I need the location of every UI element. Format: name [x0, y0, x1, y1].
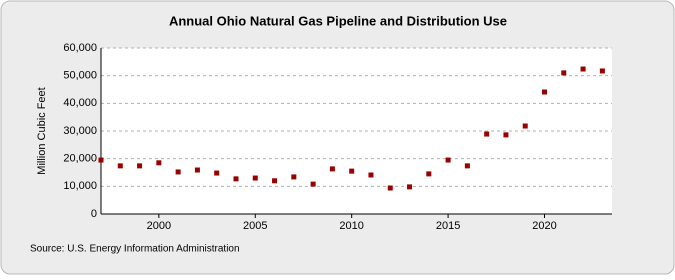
- x-tick-label: 2015: [436, 220, 460, 232]
- x-tick-label: 2000: [147, 220, 171, 232]
- data-point: [445, 157, 451, 163]
- data-point: [522, 123, 528, 129]
- y-tick-label: 50,000: [63, 70, 97, 82]
- data-point: [387, 185, 393, 191]
- data-point: [542, 89, 548, 95]
- data-point: [272, 178, 278, 184]
- data-point: [175, 169, 181, 175]
- data-point: [214, 170, 220, 176]
- data-point: [484, 131, 490, 137]
- x-tick-label: 2005: [243, 220, 267, 232]
- data-point: [252, 175, 258, 181]
- chart-title: Annual Ohio Natural Gas Pipeline and Dis…: [169, 13, 507, 28]
- data-point: [156, 160, 162, 166]
- y-tick-label: 20,000: [63, 153, 97, 165]
- x-tick-label: 2010: [339, 220, 363, 232]
- data-point: [310, 181, 316, 187]
- y-axis-label: Million Cubic Feet: [36, 87, 48, 174]
- data-point: [98, 157, 104, 163]
- data-point: [117, 163, 123, 169]
- data-point: [561, 70, 567, 76]
- data-point: [194, 167, 200, 173]
- data-point: [233, 176, 239, 182]
- y-tick-label: 30,000: [63, 125, 97, 137]
- data-point: [349, 168, 355, 174]
- data-point: [503, 132, 509, 138]
- y-tick-label: 40,000: [63, 97, 97, 109]
- data-point: [329, 166, 335, 172]
- data-point: [426, 171, 432, 177]
- y-tick-label: 10,000: [63, 180, 97, 192]
- x-tick-label: 2020: [532, 220, 556, 232]
- data-point: [407, 184, 413, 190]
- y-tick-label: 60,000: [63, 42, 97, 54]
- data-point: [368, 172, 374, 178]
- data-point: [599, 68, 605, 74]
- data-point: [464, 163, 470, 169]
- data-point: [137, 163, 143, 169]
- y-tick-label: 0: [91, 208, 97, 220]
- data-point: [291, 174, 297, 180]
- source-note: Source: U.S. Energy Information Administ…: [30, 244, 240, 255]
- data-point: [580, 66, 586, 72]
